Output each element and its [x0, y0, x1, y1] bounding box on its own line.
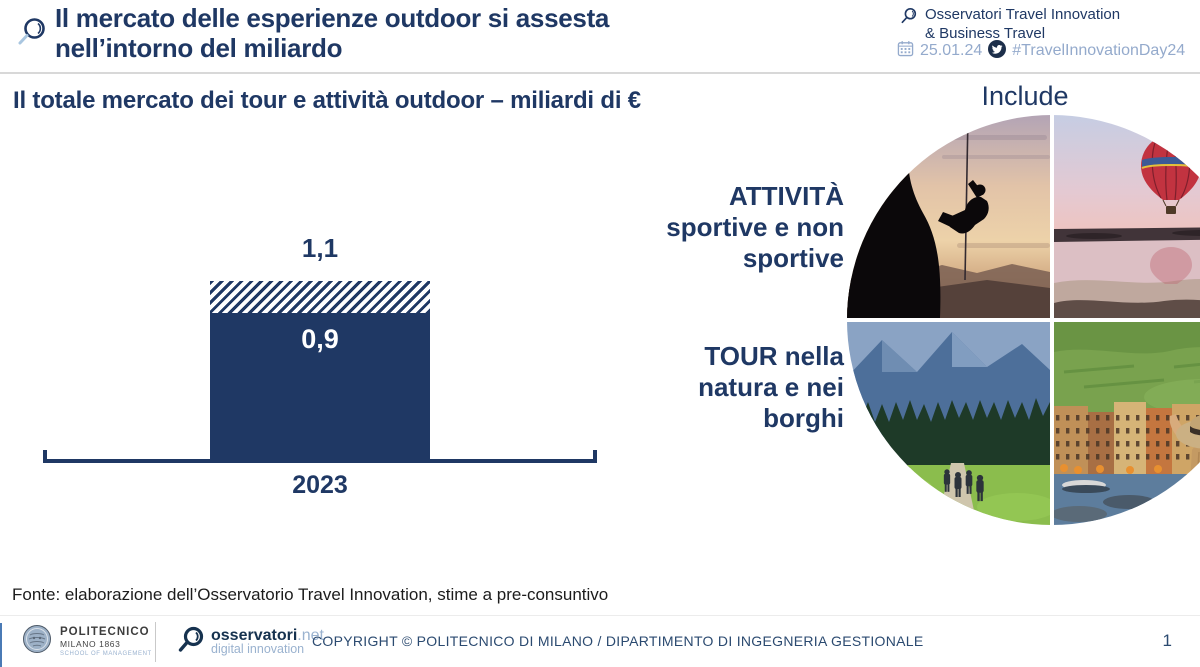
category-tours: TOUR nella natura e nei borghi [698, 341, 844, 434]
x-axis [43, 450, 597, 463]
page-number: 1 [1162, 631, 1172, 650]
category-tours-line1: TOUR nella [704, 341, 844, 371]
photo-hikers-trail [847, 322, 1050, 525]
photo-rock-climber-sunset [847, 115, 1050, 318]
category-tours-line2: natura e nei [698, 372, 844, 402]
category-tours-line3: borghi [763, 403, 844, 433]
polimi-year: MILANO 1863 [60, 639, 121, 649]
bar-segment-hatched [210, 281, 430, 313]
photo-hot-air-balloon [1054, 115, 1200, 318]
magnifier-logo-icon [16, 16, 48, 48]
event-meta: 25.01.24 #TravelInnovationDay24 [897, 39, 1186, 63]
chart-title: Il totale mercato dei tour e attività ou… [13, 87, 641, 114]
page-title-line2: nell’intorno del miliardo [55, 33, 343, 63]
x-axis-tick-label: 2023 [292, 471, 348, 499]
footer-accent-bar [0, 623, 2, 667]
category-activities-line1: ATTIVITÀ [728, 181, 844, 211]
osservatori-tld: .net [297, 627, 324, 644]
osservatori-logo: osservatori.net digital innovation [176, 625, 324, 660]
photo-collage-circle [847, 115, 1200, 525]
polimi-name: POLITECNICO [60, 626, 150, 638]
copyright-text: COPYRIGHT © POLITECNICO DI MILANO / DIPA… [312, 633, 924, 649]
polimi-logo: POLITECNICO MILANO 1863 SCHOOL OF MANAGE… [22, 624, 152, 659]
photo-coastal-village-tourist [1054, 322, 1200, 525]
osservatori-brand: osservatori.net [211, 627, 324, 644]
include-heading: Include [981, 81, 1069, 111]
org-name-line1: Osservatori Travel Innovation [925, 6, 1121, 23]
polimi-seal-icon [22, 624, 52, 659]
category-activities-line3: sportive [742, 243, 844, 273]
event-hashtag: #TravelInnovationDay24 [1012, 42, 1186, 59]
bar-value-label: 0,9 [301, 324, 339, 354]
org-name-line2: & Business Travel [925, 25, 1046, 42]
header: Il mercato delle esperienze outdoor si a… [0, 0, 1200, 74]
osservatori-tagline: digital innovation [211, 642, 305, 656]
bar-total-label: 1,1 [301, 233, 339, 263]
event-date: 25.01.24 [920, 42, 983, 59]
magnifier-icon [900, 7, 918, 25]
category-activities: ATTIVITÀ sportive e non sportive [666, 181, 844, 274]
osservatori-wordmark: osservatori.net digital innovation [211, 628, 324, 657]
bar-segment-solid [210, 313, 430, 459]
page-title-line1: Il mercato delle esperienze outdoor si a… [55, 3, 610, 33]
footer-divider [155, 622, 156, 662]
calendar-icon [897, 40, 914, 62]
polimi-school: SCHOOL OF MANAGEMENT [60, 651, 152, 657]
category-activities-line2: sportive e non [666, 212, 844, 242]
footer: POLITECNICO MILANO 1863 SCHOOL OF MANAGE… [0, 615, 1200, 667]
source-note: Fonte: elaborazione dell’Osservatorio Tr… [12, 585, 609, 604]
polimi-wordmark: POLITECNICO MILANO 1863 SCHOOL OF MANAGE… [60, 626, 152, 657]
twitter-icon [988, 39, 1007, 63]
magnifier-logo-icon [176, 625, 206, 660]
page-title: Il mercato delle esperienze outdoor si a… [55, 3, 609, 63]
org-name: Osservatori Travel Innovation & Business… [925, 5, 1120, 43]
